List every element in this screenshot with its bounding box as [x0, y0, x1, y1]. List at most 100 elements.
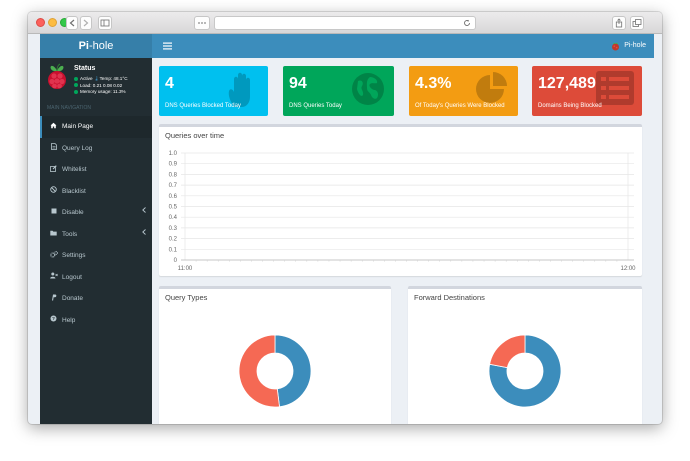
- paypal-icon: [49, 288, 58, 310]
- user-menu[interactable]: Pi-hole: [611, 34, 646, 58]
- address-bar[interactable]: [214, 16, 476, 30]
- stat-box-queries: 94 DNS Queries Today: [283, 66, 394, 116]
- active-dot-icon: [74, 76, 78, 81]
- x-tick-label: 12:00: [620, 266, 636, 272]
- forward-destinations-donut-chart: [488, 334, 562, 408]
- minimize-window-button[interactable]: [48, 18, 57, 27]
- stat-value: 94: [289, 75, 307, 92]
- pihole-raspberry-icon: [612, 42, 620, 51]
- y-tick-label: 0.4: [169, 215, 178, 221]
- y-tick-label: 0.5: [169, 205, 178, 211]
- donut-slice[interactable]: [489, 334, 526, 369]
- stat-box-percent-blocked: 4.3% Of Today's Queries Were Blocked: [409, 66, 518, 116]
- donut-slice[interactable]: [274, 334, 312, 408]
- sidebar-item-logout[interactable]: Logout: [40, 267, 152, 289]
- pihole-admin-page: Pi-hole Pi-hole: [40, 34, 654, 424]
- status-memory: Memory usage: 11.3%: [80, 89, 126, 94]
- tabs-icon: [632, 19, 642, 27]
- sidebar-item-whitelist[interactable]: Whitelist: [40, 159, 152, 181]
- sidebar-item-help[interactable]: ? Help: [40, 310, 152, 332]
- y-tick-label: 0: [174, 258, 178, 264]
- home-icon: [49, 116, 58, 138]
- stat-box-domains-blocked: 127,489 Domains Being Blocked: [532, 66, 642, 116]
- reader-button[interactable]: [194, 16, 210, 30]
- sidebar-item-label: Query Log: [62, 144, 93, 152]
- reload-icon[interactable]: [463, 19, 471, 27]
- svg-text:?: ?: [52, 317, 55, 322]
- back-button[interactable]: [66, 16, 78, 30]
- chevron-left-icon: [142, 224, 146, 246]
- status-panel: Status Active 🌡Temp: 48.1°C Load: 0.21 0…: [40, 58, 152, 100]
- queries-over-time-panel: Queries over time 1.0 0.9 0.8 0.7 0.6 0.5 0.4 0…: [159, 124, 642, 276]
- panel-title: Queries over time: [165, 131, 225, 140]
- sidebar-item-settings[interactable]: Settings: [40, 245, 152, 267]
- forward-destinations-panel: Forward Destinations: [408, 286, 642, 424]
- chevron-right-icon: [83, 19, 89, 27]
- sidebar-nav: Main Page Query Log Whitelist Blacklist …: [40, 116, 152, 331]
- y-tick-label: 0.3: [169, 226, 178, 232]
- sidebar-toggle-button[interactable]: [98, 16, 112, 30]
- status-load-line: Load: 0.21 0.08 0.02: [74, 83, 122, 88]
- sidebar-item-donate[interactable]: Donate: [40, 288, 152, 310]
- share-button[interactable]: [612, 16, 626, 30]
- memory-dot-icon: [74, 89, 78, 94]
- sidebar-item-tools[interactable]: Tools: [40, 224, 152, 246]
- sidebar-item-query-log[interactable]: Query Log: [40, 138, 152, 160]
- forward-button[interactable]: [80, 16, 92, 30]
- hand-stop-icon: [228, 72, 250, 107]
- hamburger-menu-icon[interactable]: [160, 34, 174, 58]
- stat-label: DNS Queries Today: [289, 103, 342, 109]
- sidebar-item-label: Logout: [62, 273, 82, 281]
- query-types-donut-chart: [238, 334, 312, 408]
- status-temp: Temp: 48.1°C: [99, 76, 128, 81]
- globe-icon: [352, 73, 384, 105]
- chevron-left-icon: [69, 19, 75, 27]
- stat-label: Of Today's Queries Were Blocked: [415, 103, 505, 109]
- browser-toolbar: [28, 12, 662, 34]
- sidebar-item-label: Tools: [62, 230, 78, 238]
- y-tick-label: 0.1: [169, 247, 178, 253]
- sidebar-item-label: Donate: [62, 295, 83, 302]
- gears-icon: [49, 245, 58, 267]
- panel-title: Query Types: [165, 293, 208, 302]
- list-icon: [596, 71, 634, 105]
- user-label: Pi-hole: [624, 42, 646, 49]
- folder-icon: [49, 224, 58, 246]
- browser-window: Pi-hole Pi-hole: [28, 12, 662, 424]
- y-tick-label: 1.0: [169, 151, 178, 157]
- sidebar-item-label: Disable: [62, 209, 84, 216]
- sidebar-item-disable[interactable]: Disable: [40, 202, 152, 224]
- pihole-logo[interactable]: Pi-hole: [40, 34, 152, 58]
- logo-rest-text: -hole: [88, 40, 114, 52]
- donut-slice[interactable]: [488, 334, 562, 408]
- sidebar-item-label: Help: [62, 316, 76, 324]
- close-window-button[interactable]: [36, 18, 45, 27]
- sidebar-item-blacklist[interactable]: Blacklist: [40, 181, 152, 203]
- sidebar-item-label: Whitelist: [62, 166, 87, 173]
- sidebar-item-main-page[interactable]: Main Page: [40, 116, 152, 138]
- sidebar: Status Active 🌡Temp: 48.1°C Load: 0.21 0…: [40, 58, 152, 424]
- y-tick-label: 0.9: [169, 162, 178, 168]
- sidebar-item-label: Blacklist: [62, 187, 86, 195]
- ban-icon: [49, 181, 58, 203]
- main-navigation-header: MAIN NAVIGATION: [47, 105, 91, 111]
- share-icon: [615, 18, 623, 28]
- y-tick-label: 0.7: [169, 183, 178, 189]
- status-title: Status: [74, 65, 96, 72]
- user-times-icon: [49, 267, 58, 289]
- file-icon: [49, 138, 58, 160]
- query-types-panel: Query Types: [159, 286, 391, 424]
- sidebar-item-label: Main Page: [62, 123, 94, 130]
- y-tick-label: 0.2: [169, 237, 178, 243]
- more-dots-icon: [198, 22, 206, 24]
- tabs-button[interactable]: [630, 16, 644, 30]
- sidebar-item-label: Settings: [62, 252, 86, 259]
- pencil-square-icon: [49, 159, 58, 181]
- donut-slice[interactable]: [238, 334, 280, 408]
- question-circle-icon: ?: [49, 310, 58, 332]
- chevron-left-icon: [142, 202, 146, 224]
- y-tick-label: 0.8: [169, 172, 178, 178]
- content-wrapper: 4 DNS Queries Blocked Today 94 DNS Queri…: [152, 58, 654, 424]
- stat-label: DNS Queries Blocked Today: [165, 103, 241, 109]
- stop-icon: [49, 202, 58, 224]
